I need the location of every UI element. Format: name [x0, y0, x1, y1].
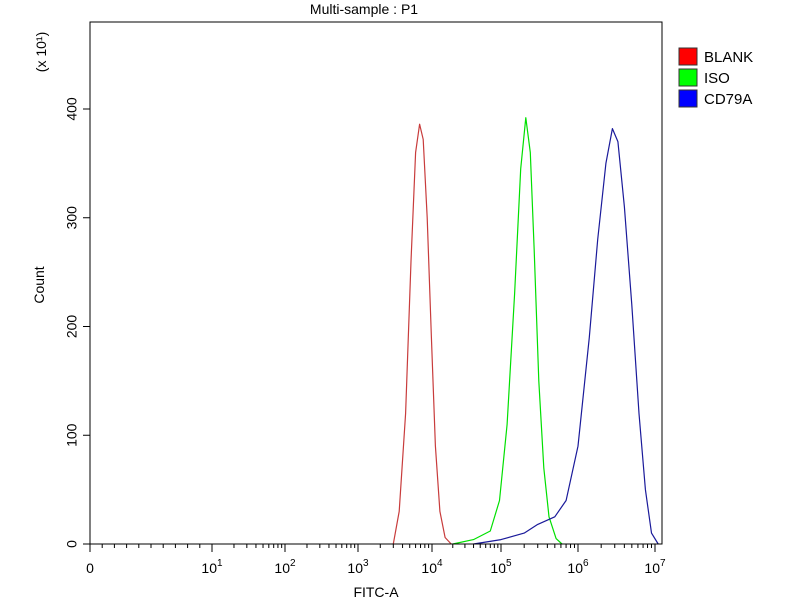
legend-swatch-blank — [678, 47, 698, 66]
y-axis-label: Count — [31, 266, 47, 303]
histogram-series — [392, 117, 659, 545]
x-axis-label: FITC-A — [353, 584, 399, 600]
x-tick-label: 102 — [274, 558, 296, 576]
legend: BLANK ISO CD79A — [678, 47, 753, 108]
x-tick-label: 101 — [201, 558, 223, 576]
series-line-blank — [392, 123, 452, 545]
chart-title: Multi-sample : P1 — [310, 1, 418, 17]
x-tick-label: 106 — [567, 558, 589, 576]
plot-area-frame — [89, 21, 663, 545]
x-tick-label: 105 — [490, 558, 512, 576]
x-tick-label: 103 — [347, 558, 369, 576]
legend-label-blank: BLANK — [704, 49, 753, 66]
y-tick-label: 100 — [64, 423, 80, 447]
y-tick-label: 400 — [64, 97, 80, 121]
y-tick-label: 0 — [64, 540, 80, 548]
y-axis-ticks: 0 100 200 300 400 — [64, 97, 90, 548]
legend-swatch-cd79a — [678, 89, 698, 108]
y-axis-multiplier-label: (x 10¹) — [33, 32, 49, 72]
legend-label-cd79a: CD79A — [704, 91, 752, 108]
legend-swatch-iso — [678, 68, 698, 87]
x-tick-label: 104 — [421, 558, 443, 576]
series-line-iso — [452, 117, 563, 545]
x-tick-label: 107 — [644, 558, 666, 576]
y-tick-label: 200 — [64, 315, 80, 339]
x-axis-ticks: 0 101 102 103 104 105 106 107 — [86, 544, 666, 576]
series-line-cd79a — [473, 128, 659, 545]
y-tick-label: 300 — [64, 206, 80, 230]
legend-label-iso: ISO — [704, 70, 730, 87]
x-tick-label: 0 — [86, 560, 94, 576]
